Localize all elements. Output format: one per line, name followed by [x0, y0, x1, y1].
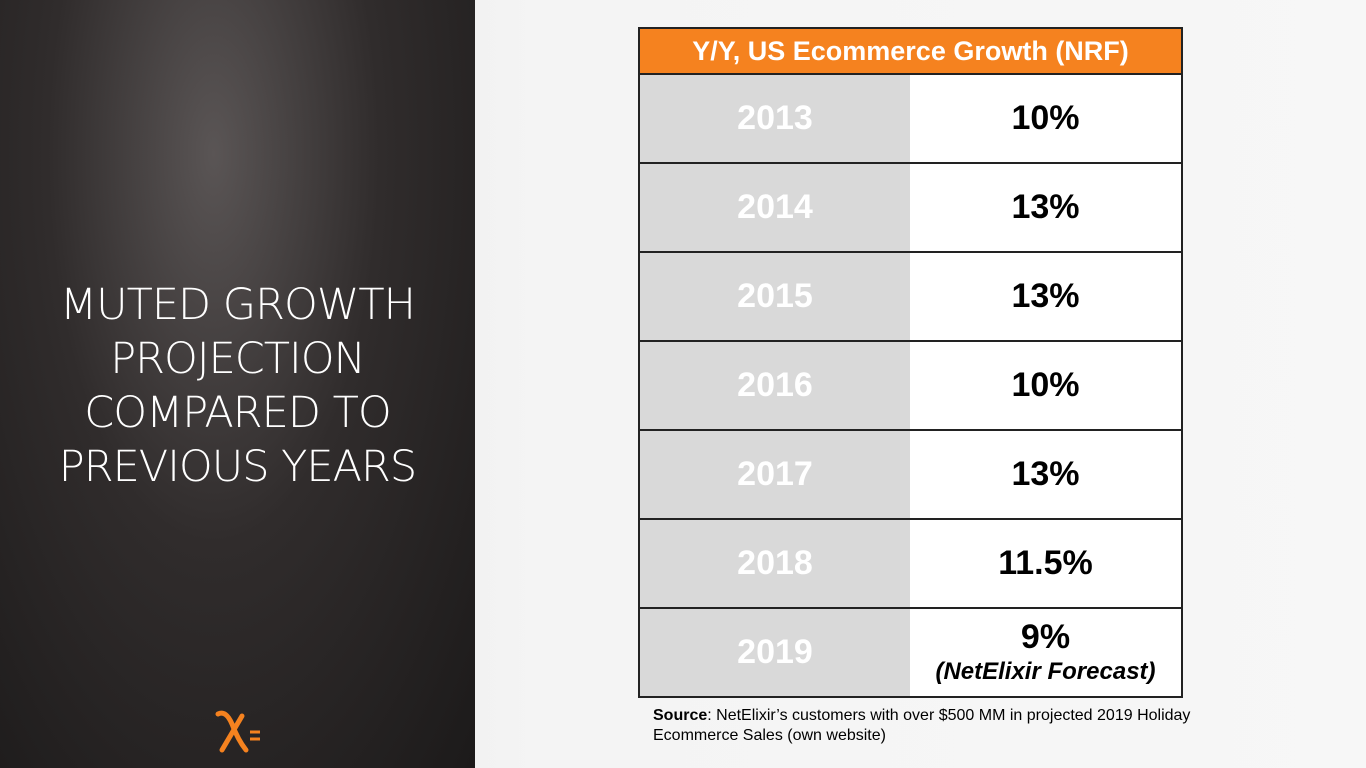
- value-text: 10%: [1011, 99, 1080, 137]
- year-cell: 2017: [638, 429, 910, 520]
- table-row: 2014 13%: [638, 162, 1183, 253]
- year-cell: 2016: [638, 340, 910, 431]
- value-text: 13%: [1011, 277, 1080, 315]
- value-text: 10%: [1011, 366, 1080, 404]
- value-cell: 9% (NetElixir Forecast): [910, 607, 1183, 698]
- heading-line: COMPARED TO: [84, 388, 392, 438]
- forecast-note: (NetElixir Forecast): [935, 658, 1156, 685]
- table-title: Y/Y, US Ecommerce Growth (NRF): [638, 27, 1183, 75]
- year-cell: 2019: [638, 607, 910, 698]
- year-cell: 2013: [638, 73, 910, 164]
- value-text: 9%: [1020, 618, 1071, 656]
- table-row: 2013 10%: [638, 73, 1183, 164]
- photo-panel: [0, 0, 475, 768]
- year-cell: 2018: [638, 518, 910, 609]
- table-row: 2018 11.5%: [638, 518, 1183, 609]
- table-row: 2016 10%: [638, 340, 1183, 431]
- source-note: Source: NetElixir’s customers with over …: [653, 706, 1193, 746]
- year-cell: 2014: [638, 162, 910, 253]
- value-text: 13%: [1011, 455, 1080, 493]
- value-cell: 13%: [910, 429, 1183, 520]
- table-row: 2017 13%: [638, 429, 1183, 520]
- value-cell: 10%: [910, 340, 1183, 431]
- value-text: 11.5%: [998, 544, 1093, 582]
- source-text: : NetElixir’s customers with over $500 M…: [653, 707, 1191, 744]
- table-row: 2019 9% (NetElixir Forecast): [638, 607, 1183, 698]
- heading-line: MUTED GROWTH: [60, 280, 416, 330]
- year-cell: 2015: [638, 251, 910, 342]
- value-cell: 10%: [910, 73, 1183, 164]
- value-cell: 11.5%: [910, 518, 1183, 609]
- value-cell: 13%: [910, 162, 1183, 253]
- heading-line: PREVIOUS YEARS: [58, 442, 417, 492]
- value-cell: 13%: [910, 251, 1183, 342]
- table-row: 2015 13%: [638, 251, 1183, 342]
- source-label: Source: [653, 707, 708, 724]
- value-text: 13%: [1011, 188, 1080, 226]
- heading: MUTED GROWTH PROJECTION COMPARED TO PREVIOU…: [0, 278, 475, 494]
- heading-line: PROJECTION: [110, 334, 366, 384]
- growth-table: Y/Y, US Ecommerce Growth (NRF) 2013 10% 20…: [638, 27, 1183, 698]
- logo: [215, 710, 260, 753]
